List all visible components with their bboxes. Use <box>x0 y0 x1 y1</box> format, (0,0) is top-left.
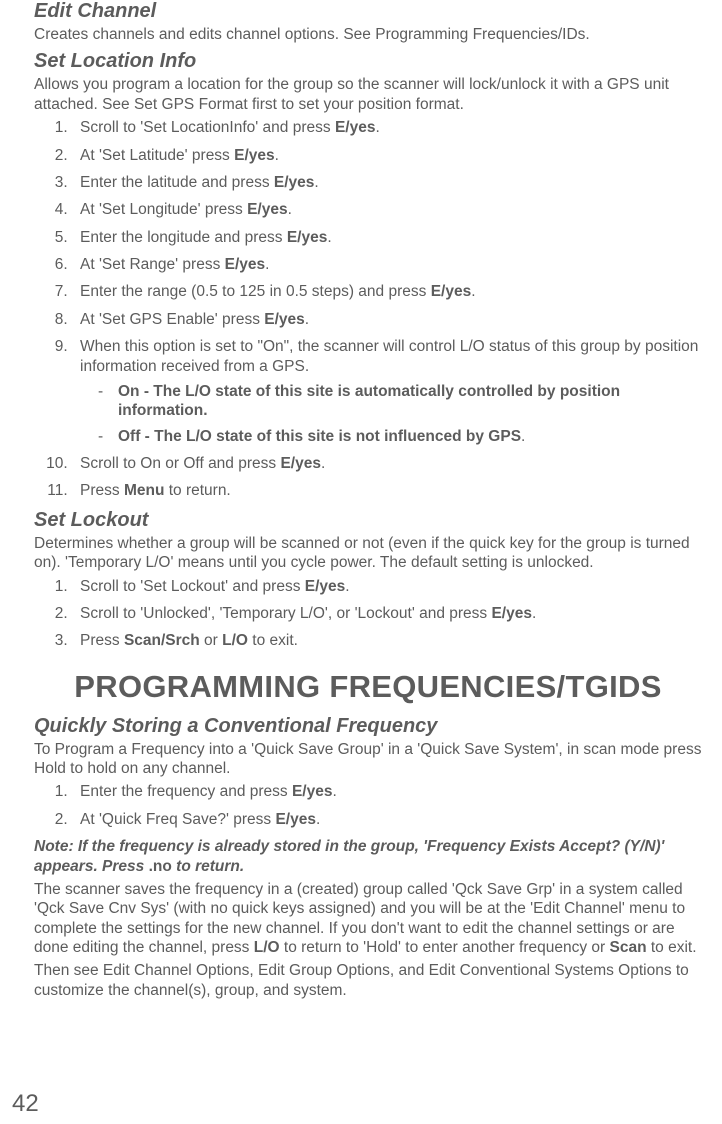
list-item: Press Menu to return. <box>72 481 702 500</box>
list-item: Press Scan/Srch or L/O to exit. <box>72 631 702 650</box>
list-item: At 'Quick Freq Save?' press E/yes. <box>72 810 702 829</box>
heading-programming: PROGRAMMING FREQUENCIES/TGIDS <box>34 669 702 705</box>
desc-set-location: Allows you program a location for the gr… <box>34 75 702 114</box>
list-set-lockout: Scroll to 'Set Lockout' and press E/yes.… <box>34 577 702 651</box>
list-quick-store: Enter the frequency and press E/yes. At … <box>34 782 702 829</box>
list-item: Enter the range (0.5 to 125 in 0.5 steps… <box>72 282 702 301</box>
list-item: Off - The L/O state of this site is not … <box>90 427 702 446</box>
list-item: Scroll to 'Set LocationInfo' and press E… <box>72 118 702 137</box>
list-item: When this option is set to "On", the sca… <box>72 337 702 446</box>
list-item: Enter the longitude and press E/yes. <box>72 228 702 247</box>
list-item: On - The L/O state of this site is autom… <box>90 382 702 421</box>
heading-quick-store: Quickly Storing a Conventional Frequency <box>34 715 702 738</box>
list-item: At 'Set Range' press E/yes. <box>72 255 702 274</box>
note-freq-exists: Note: If the frequency is already stored… <box>34 837 702 876</box>
desc-set-lockout: Determines whether a group will be scann… <box>34 534 702 573</box>
para-see-options: Then see Edit Channel Options, Edit Grou… <box>34 961 702 1000</box>
heading-set-lockout: Set Lockout <box>34 509 702 532</box>
list-item: At 'Set Latitude' press E/yes. <box>72 146 702 165</box>
sublist-gps: On - The L/O state of this site is autom… <box>80 382 702 446</box>
desc-quick-store: To Program a Frequency into a 'Quick Sav… <box>34 740 702 779</box>
page: Edit Channel Creates channels and edits … <box>0 0 722 1124</box>
desc-edit-channel: Creates channels and edits channel optio… <box>34 25 702 44</box>
list-item: Enter the latitude and press E/yes. <box>72 173 702 192</box>
list-set-location: Scroll to 'Set LocationInfo' and press E… <box>34 118 702 501</box>
para-save-details: The scanner saves the frequency in a (cr… <box>34 880 702 958</box>
list-item: Scroll to On or Off and press E/yes. <box>72 454 702 473</box>
list-item: Enter the frequency and press E/yes. <box>72 782 702 801</box>
list-item: At 'Set Longitude' press E/yes. <box>72 200 702 219</box>
heading-edit-channel: Edit Channel <box>34 0 702 23</box>
list-item: At 'Set GPS Enable' press E/yes. <box>72 310 702 329</box>
list-item: Scroll to 'Set Lockout' and press E/yes. <box>72 577 702 596</box>
list-item: Scroll to 'Unlocked', 'Temporary L/O', o… <box>72 604 702 623</box>
page-number: 42 <box>12 1090 39 1118</box>
heading-set-location: Set Location Info <box>34 50 702 73</box>
